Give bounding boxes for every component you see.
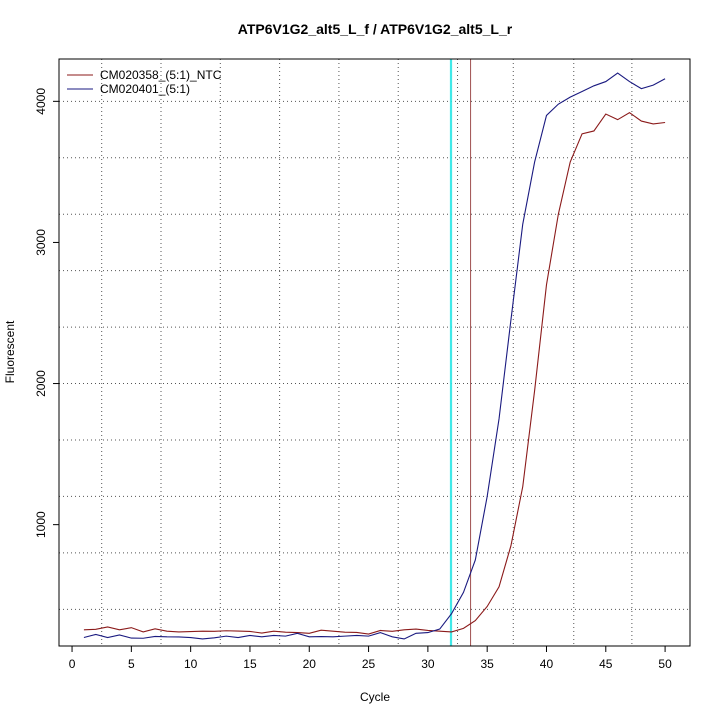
x-tick-label: 20	[303, 657, 317, 671]
y-axis: 1000 2000 3000 4000	[34, 88, 59, 538]
x-tick-label: 30	[421, 657, 435, 671]
x-tick-label: 45	[599, 657, 613, 671]
y-tick-label: 1000	[34, 511, 48, 538]
legend-label-1: CM020358_(5:1)_NTC	[100, 68, 222, 82]
y-tick-label: 2000	[34, 370, 48, 397]
y-tick-label: 3000	[34, 229, 48, 256]
y-tick-label: 4000	[34, 88, 48, 115]
x-axis-label: Cycle	[360, 690, 390, 704]
series-line-1	[83, 111, 666, 635]
grid-layer	[59, 59, 690, 646]
series-layer	[83, 72, 666, 640]
x-tick-label: 0	[69, 657, 76, 671]
x-tick-label: 35	[480, 657, 494, 671]
x-tick-label: 10	[184, 657, 198, 671]
x-tick-label: 15	[243, 657, 257, 671]
x-axis: 0 5 10 15 20 25 30 35 40 45 50	[69, 646, 672, 671]
chart-title: ATP6V1G2_alt5_L_f / ATP6V1G2_alt5_L_r	[238, 21, 513, 37]
x-tick-label: 25	[362, 657, 376, 671]
threshold-lines	[449, 59, 472, 646]
x-tick-label: 40	[540, 657, 554, 671]
series-line-2	[83, 72, 666, 640]
legend-label-2: CM020401_(5:1)	[100, 82, 190, 96]
x-tick-label: 5	[128, 657, 135, 671]
y-axis-label: Fluorescent	[3, 320, 17, 383]
plot-frame	[58, 58, 691, 647]
x-tick-label: 50	[658, 657, 672, 671]
